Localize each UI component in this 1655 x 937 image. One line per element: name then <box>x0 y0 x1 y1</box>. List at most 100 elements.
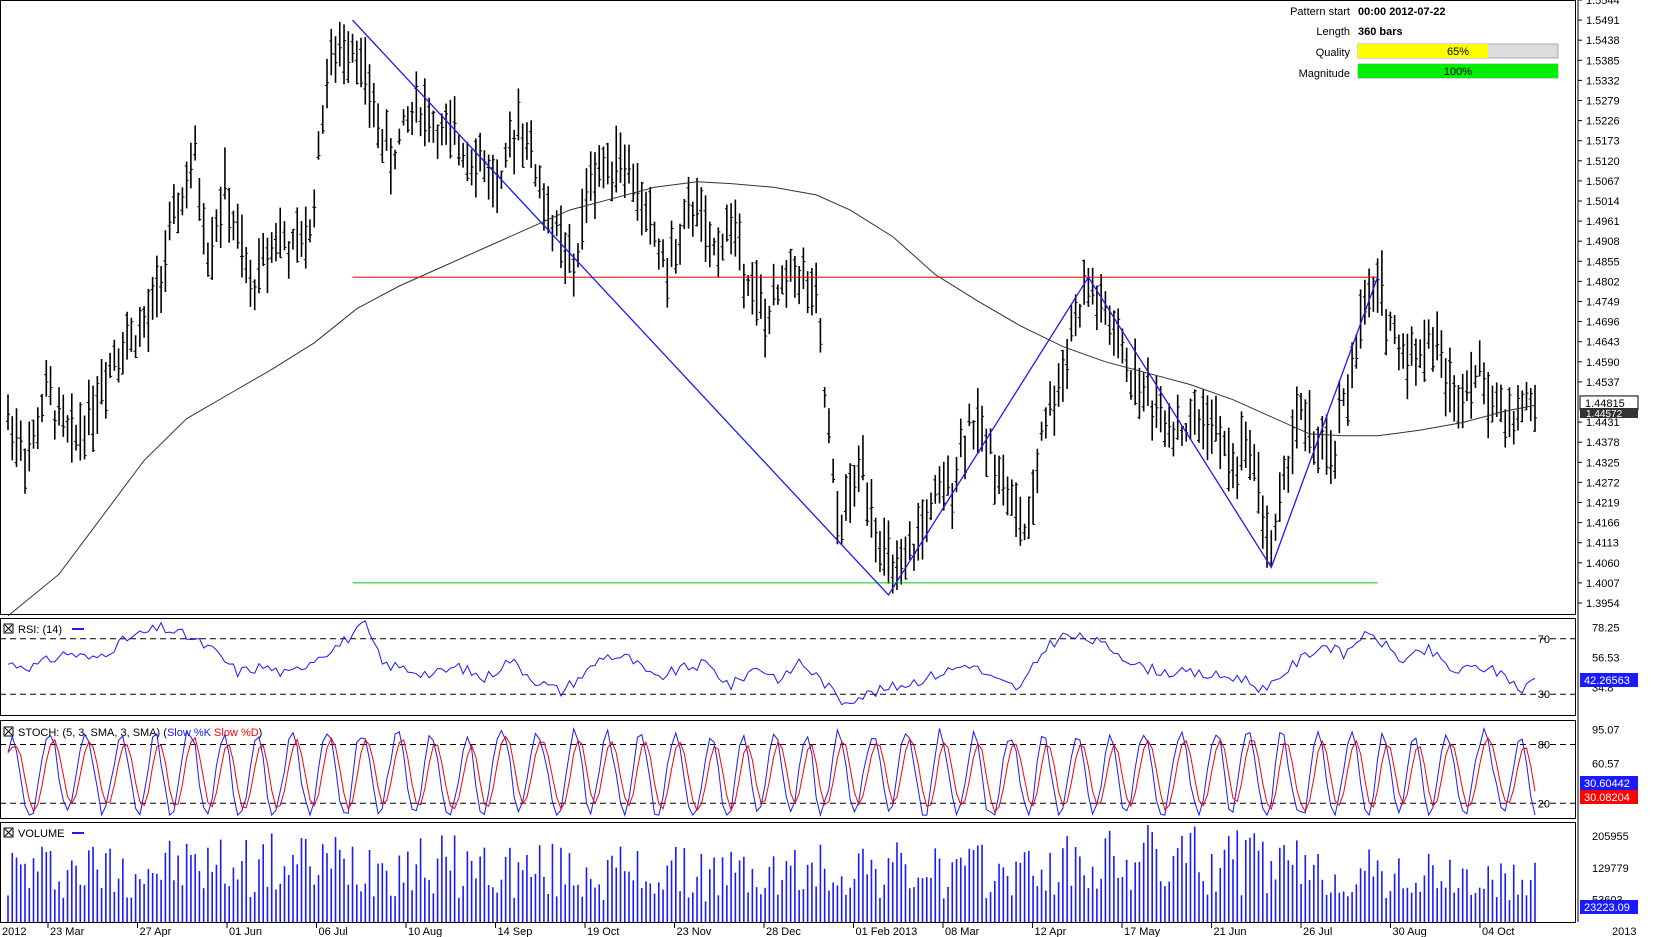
price-bar <box>843 474 848 521</box>
price-bar <box>120 332 125 375</box>
price-tick-label: 1.4696 <box>1586 317 1620 329</box>
price-bar <box>554 210 559 237</box>
stoch-k-line <box>7 726 1536 817</box>
price-bar <box>558 205 563 268</box>
price-bar <box>950 482 955 529</box>
price-bar <box>1009 479 1014 516</box>
price-bar <box>201 203 206 255</box>
price-bar <box>482 150 487 183</box>
stoch-close-icon <box>4 727 13 736</box>
date-tick-label: 12 Apr <box>1035 926 1067 937</box>
price-bar <box>61 394 66 437</box>
price-bar <box>1294 386 1299 449</box>
price-bar <box>329 28 334 76</box>
price-tick-label: 1.5226 <box>1586 116 1620 128</box>
volume-panel[interactable]: VOLUME 20595512977953603 23223.09 <box>3 825 1638 922</box>
volume-current-label: 23223.09 <box>1584 902 1630 914</box>
price-bar <box>1486 372 1491 439</box>
price-bar <box>780 265 785 295</box>
price-bar <box>1507 387 1512 438</box>
price-tick-label: 1.5491 <box>1586 15 1620 27</box>
price-tick-label: 1.4643 <box>1586 337 1620 349</box>
price-bar <box>295 207 300 263</box>
volume-title: VOLUME <box>18 828 64 840</box>
price-bar <box>1077 303 1082 328</box>
price-bar <box>1065 339 1070 390</box>
price-panel[interactable]: 1.5544 1.5491 1.5438 1.5385 1.5332 1.5279 1.52… <box>6 0 1639 617</box>
price-bar <box>763 298 768 358</box>
price-bar <box>1086 268 1091 307</box>
price-bar <box>337 21 342 67</box>
price-bar <box>737 213 742 271</box>
date-tick-label: 21 Jun <box>1214 926 1247 937</box>
price-bar <box>1094 285 1099 331</box>
stoch-title: STOCH: (5, 3, SMA, 3, SMA) (Slow %K Slow… <box>18 727 262 739</box>
price-bar <box>788 248 793 282</box>
price-bar <box>1286 455 1291 493</box>
price-bar <box>448 99 453 159</box>
price-bar <box>916 502 921 561</box>
price-bar <box>401 109 406 126</box>
stoch-d-current-box <box>1580 790 1638 804</box>
price-bar <box>835 490 840 545</box>
price-bar <box>167 201 172 241</box>
price-bar <box>171 184 176 224</box>
price-bar <box>465 141 470 182</box>
price-bar <box>1069 305 1074 342</box>
price-bar <box>137 306 142 347</box>
price-bar <box>1043 407 1048 439</box>
price-bar <box>605 142 610 185</box>
price-bar <box>1515 385 1520 431</box>
price-bar <box>1175 394 1180 440</box>
price-bar <box>1524 381 1529 411</box>
price-tick-label: 1.5332 <box>1586 75 1620 87</box>
price-bar <box>316 131 321 160</box>
price-bar <box>937 466 942 504</box>
price-bar <box>256 238 261 294</box>
price-bar <box>580 188 585 250</box>
price-bar <box>1082 259 1087 305</box>
price-bar <box>975 388 980 454</box>
price-bar <box>269 232 274 263</box>
price-bar <box>1413 338 1418 386</box>
price-bar <box>520 123 525 168</box>
price-bar <box>363 36 368 105</box>
price-bar <box>1001 454 1006 506</box>
price-bar <box>1035 448 1040 494</box>
price-bar <box>1137 367 1142 420</box>
price-bar <box>873 517 878 563</box>
price-bar <box>23 448 28 494</box>
price-bar <box>1162 410 1167 447</box>
price-tick-label: 1.4325 <box>1586 457 1620 469</box>
price-bar <box>682 198 687 230</box>
price-tick-label: 1.3954 <box>1586 598 1620 610</box>
price-bar <box>741 263 746 309</box>
price-bar <box>1430 327 1435 372</box>
price-bar <box>307 219 312 243</box>
price-tick-label: 1.5438 <box>1586 35 1620 47</box>
price-bar <box>444 103 449 145</box>
price-bar <box>567 223 572 273</box>
pattern-info-box: Pattern start 00:00 2012-07-22 Length 36… <box>1290 6 1559 80</box>
price-bar <box>1256 451 1261 514</box>
price-bar <box>507 111 512 158</box>
price-bar <box>1494 382 1499 418</box>
stoch-level-80-label: 80 <box>1538 740 1550 752</box>
price-bar <box>1196 409 1201 443</box>
price-bar <box>929 492 934 521</box>
price-bar <box>1405 333 1410 400</box>
price-bar <box>52 410 57 440</box>
price-bar <box>431 110 436 143</box>
stoch-panel[interactable]: STOCH: (5, 3, SMA, 3, SMA) (Slow %K Slow… <box>0 725 1638 817</box>
price-bar <box>320 105 325 134</box>
price-bar <box>1192 389 1197 435</box>
price-bar <box>1158 386 1163 433</box>
price-bar <box>371 83 376 128</box>
price-bar <box>1120 328 1125 364</box>
rsi-tick-label: 78.25 <box>1592 622 1620 634</box>
price-bar <box>622 144 627 198</box>
price-axis-ticks: 1.5544 1.5491 1.5438 1.5385 1.5332 1.5279 1.52… <box>1578 0 1620 610</box>
price-bar <box>184 161 189 209</box>
volume-current-box <box>1580 900 1638 914</box>
